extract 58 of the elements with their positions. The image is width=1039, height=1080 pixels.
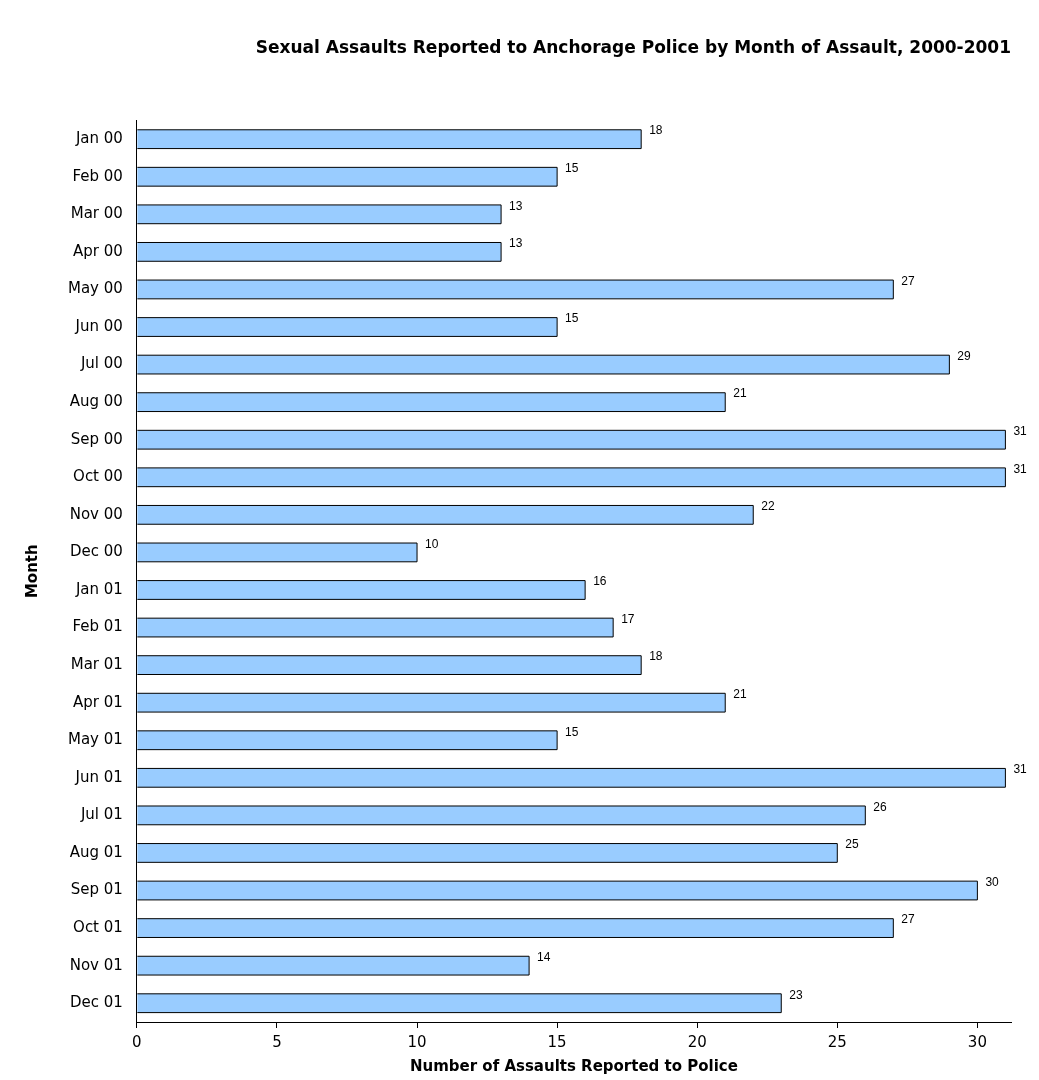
data-label: 27	[901, 273, 915, 288]
data-label: 31	[1013, 424, 1028, 439]
y-tick-label: Feb 00	[72, 166, 123, 185]
data-label: 23	[789, 987, 803, 1002]
y-tick-label: Mar 01	[70, 655, 123, 674]
data-label: 27	[901, 912, 915, 927]
data-label: 26	[873, 799, 887, 814]
data-label: 16	[593, 574, 607, 589]
y-tick-label: Jun 01	[74, 767, 123, 786]
y-tick-label: Oct 01	[73, 917, 123, 936]
x-tick-label: 20	[687, 1032, 707, 1051]
data-label: 13	[509, 236, 523, 251]
y-tick-label: Apr 00	[73, 241, 123, 260]
data-label: 10	[425, 536, 439, 551]
y-tick-label: Oct 00	[73, 467, 123, 486]
chart-title: Sexual Assaults Reported to Anchorage Police by Month of Assault, 2000-2001	[255, 36, 1011, 57]
data-label: 29	[957, 348, 972, 363]
y-tick-label: Apr 01	[73, 692, 123, 711]
y-tick-label: Jul 00	[79, 354, 123, 373]
data-label: 21	[733, 386, 747, 401]
y-tick-label: Jan 00	[74, 129, 123, 148]
data-label: 25	[845, 837, 859, 852]
y-tick-label: Dec 01	[69, 993, 123, 1012]
data-label: 18	[649, 123, 663, 138]
data-label: 15	[565, 724, 579, 739]
data-label: 17	[621, 611, 635, 626]
data-label: 31	[1013, 762, 1028, 777]
y-tick-label: Dec 00	[69, 542, 123, 561]
data-label: 14	[537, 949, 551, 964]
data-label: 21	[733, 687, 747, 701]
y-tick-label: Sep 01	[70, 880, 123, 899]
x-tick-label: 10	[407, 1032, 427, 1051]
data-label: 15	[565, 311, 579, 326]
x-tick-label: 5	[272, 1032, 282, 1051]
data-label: 18	[649, 649, 663, 664]
y-tick-label: Jun 00	[74, 316, 123, 335]
y-tick-label: Aug 00	[69, 392, 123, 411]
data-label: 30	[985, 874, 1000, 889]
x-tick-label: 15	[547, 1032, 567, 1051]
data-label: 31	[1013, 461, 1028, 476]
y-tick-label: May 01	[67, 730, 123, 749]
y-tick-label: Feb 01	[72, 617, 123, 636]
y-tick-label: Jul 01	[79, 805, 123, 824]
x-tick-label: 25	[827, 1032, 847, 1051]
x-axis-title: Number of Assaults Reported to Police	[409, 1056, 738, 1075]
data-label: 22	[761, 499, 775, 514]
y-tick-label: Jan 01	[74, 579, 123, 598]
y-tick-label: Nov 00	[69, 504, 123, 523]
data-label: 13	[509, 198, 523, 213]
y-tick-label: Nov 01	[69, 955, 123, 974]
data-label: 15	[565, 161, 579, 176]
x-tick-label: 0	[132, 1032, 142, 1051]
y-tick-label: Aug 01	[69, 842, 123, 861]
x-tick-label: 30	[967, 1032, 987, 1051]
y-tick-label: Sep 00	[70, 429, 123, 448]
y-tick-label: Mar 00	[70, 204, 123, 223]
y-axis-title: Month	[22, 544, 41, 599]
y-tick-label: May 00	[67, 279, 123, 298]
